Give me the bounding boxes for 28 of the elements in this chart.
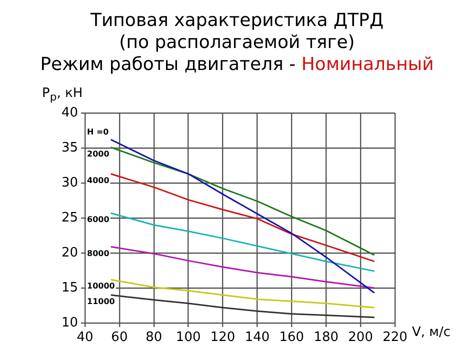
chart-title: Типовая характеристика ДТРД (по располагаемой тяге) — [90, 10, 384, 53]
y-tick-label: 30 — [61, 175, 78, 190]
x-tick-label: 120 — [210, 330, 236, 346]
y-tick-label: 35 — [61, 140, 78, 156]
x-tick-label: 80 — [146, 330, 162, 346]
x-tick-label: 160 — [279, 330, 304, 346]
series-label: 4000 — [87, 176, 110, 185]
y-tick-label: 20 — [61, 245, 78, 260]
y-tick-label: 15 — [61, 280, 78, 296]
series-label: H =0 — [87, 128, 110, 137]
series-label: 6000 — [87, 215, 110, 224]
x-axis-title: V, м/с — [412, 325, 450, 340]
y-tick-label: 40 — [61, 105, 78, 120]
y-tick-label: 10 — [61, 315, 78, 330]
x-tick-label: 180 — [314, 330, 339, 346]
series-label: 11000 — [87, 297, 116, 306]
chart-subtitle: Режим работы двигателя - Номинальный — [39, 54, 435, 76]
series-label: 8000 — [87, 248, 110, 258]
x-tick-label: 40 — [76, 330, 94, 346]
y-tick-label: 25 — [61, 210, 78, 226]
x-tick-label: 200 — [348, 330, 373, 346]
series-label: 10000 — [87, 282, 116, 291]
series-label: 2000 — [87, 149, 110, 158]
x-tick-label: 140 — [244, 330, 270, 346]
y-axis-title: P$_{р}$, кН — [42, 86, 83, 104]
x-tick-label: 60 — [111, 330, 128, 346]
x-tick-label: 100 — [176, 330, 201, 346]
x-tick-label: 220 — [382, 330, 408, 346]
